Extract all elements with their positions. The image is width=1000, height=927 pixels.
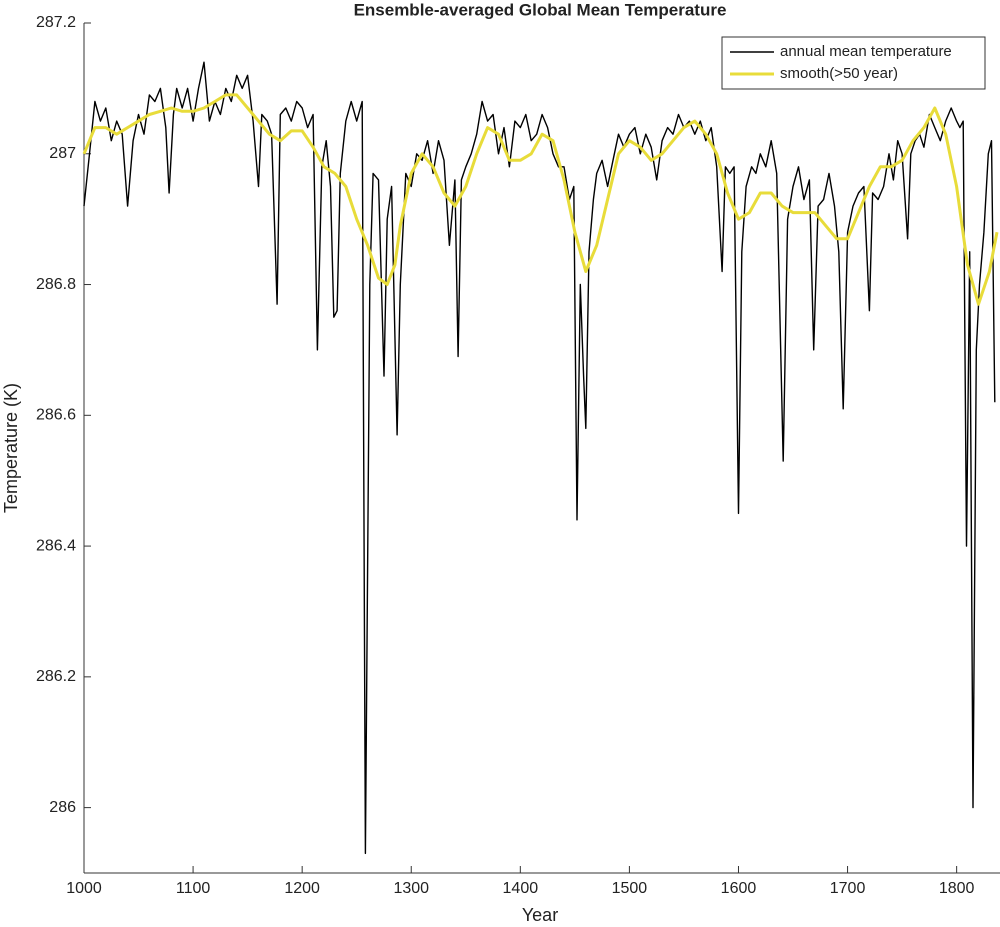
y-tick-label: 287.2 xyxy=(36,14,76,31)
x-tick-label: 1300 xyxy=(393,880,429,897)
series-line xyxy=(83,61,996,855)
legend-label: annual mean temperature xyxy=(780,43,952,60)
y-tick-label: 287 xyxy=(49,145,76,162)
series-line xyxy=(82,93,999,306)
y-tick-label: 286.6 xyxy=(36,407,76,424)
x-tick-label: 1400 xyxy=(503,880,539,897)
y-tick-label: 286.4 xyxy=(36,537,76,554)
x-tick-label: 1800 xyxy=(939,880,975,897)
x-tick-label: 1000 xyxy=(66,880,102,897)
x-tick-label: 1200 xyxy=(284,880,320,897)
x-tick-label: 1600 xyxy=(721,880,757,897)
x-tick-label: 1500 xyxy=(612,880,648,897)
x-tick-label: 1100 xyxy=(176,880,211,897)
x-tick-label: 1700 xyxy=(830,880,866,897)
chart-title: Ensemble-averaged Global Mean Temperatur… xyxy=(354,0,727,19)
x-axis-label: Year xyxy=(522,905,558,925)
y-axis-label: Temperature (K) xyxy=(1,383,21,513)
y-tick-label: 286 xyxy=(49,799,76,816)
legend-box xyxy=(721,36,986,90)
y-tick-label: 286.2 xyxy=(36,668,76,685)
legend-label: smooth(>50 year) xyxy=(780,65,898,82)
y-tick-label: 286.8 xyxy=(36,276,76,293)
